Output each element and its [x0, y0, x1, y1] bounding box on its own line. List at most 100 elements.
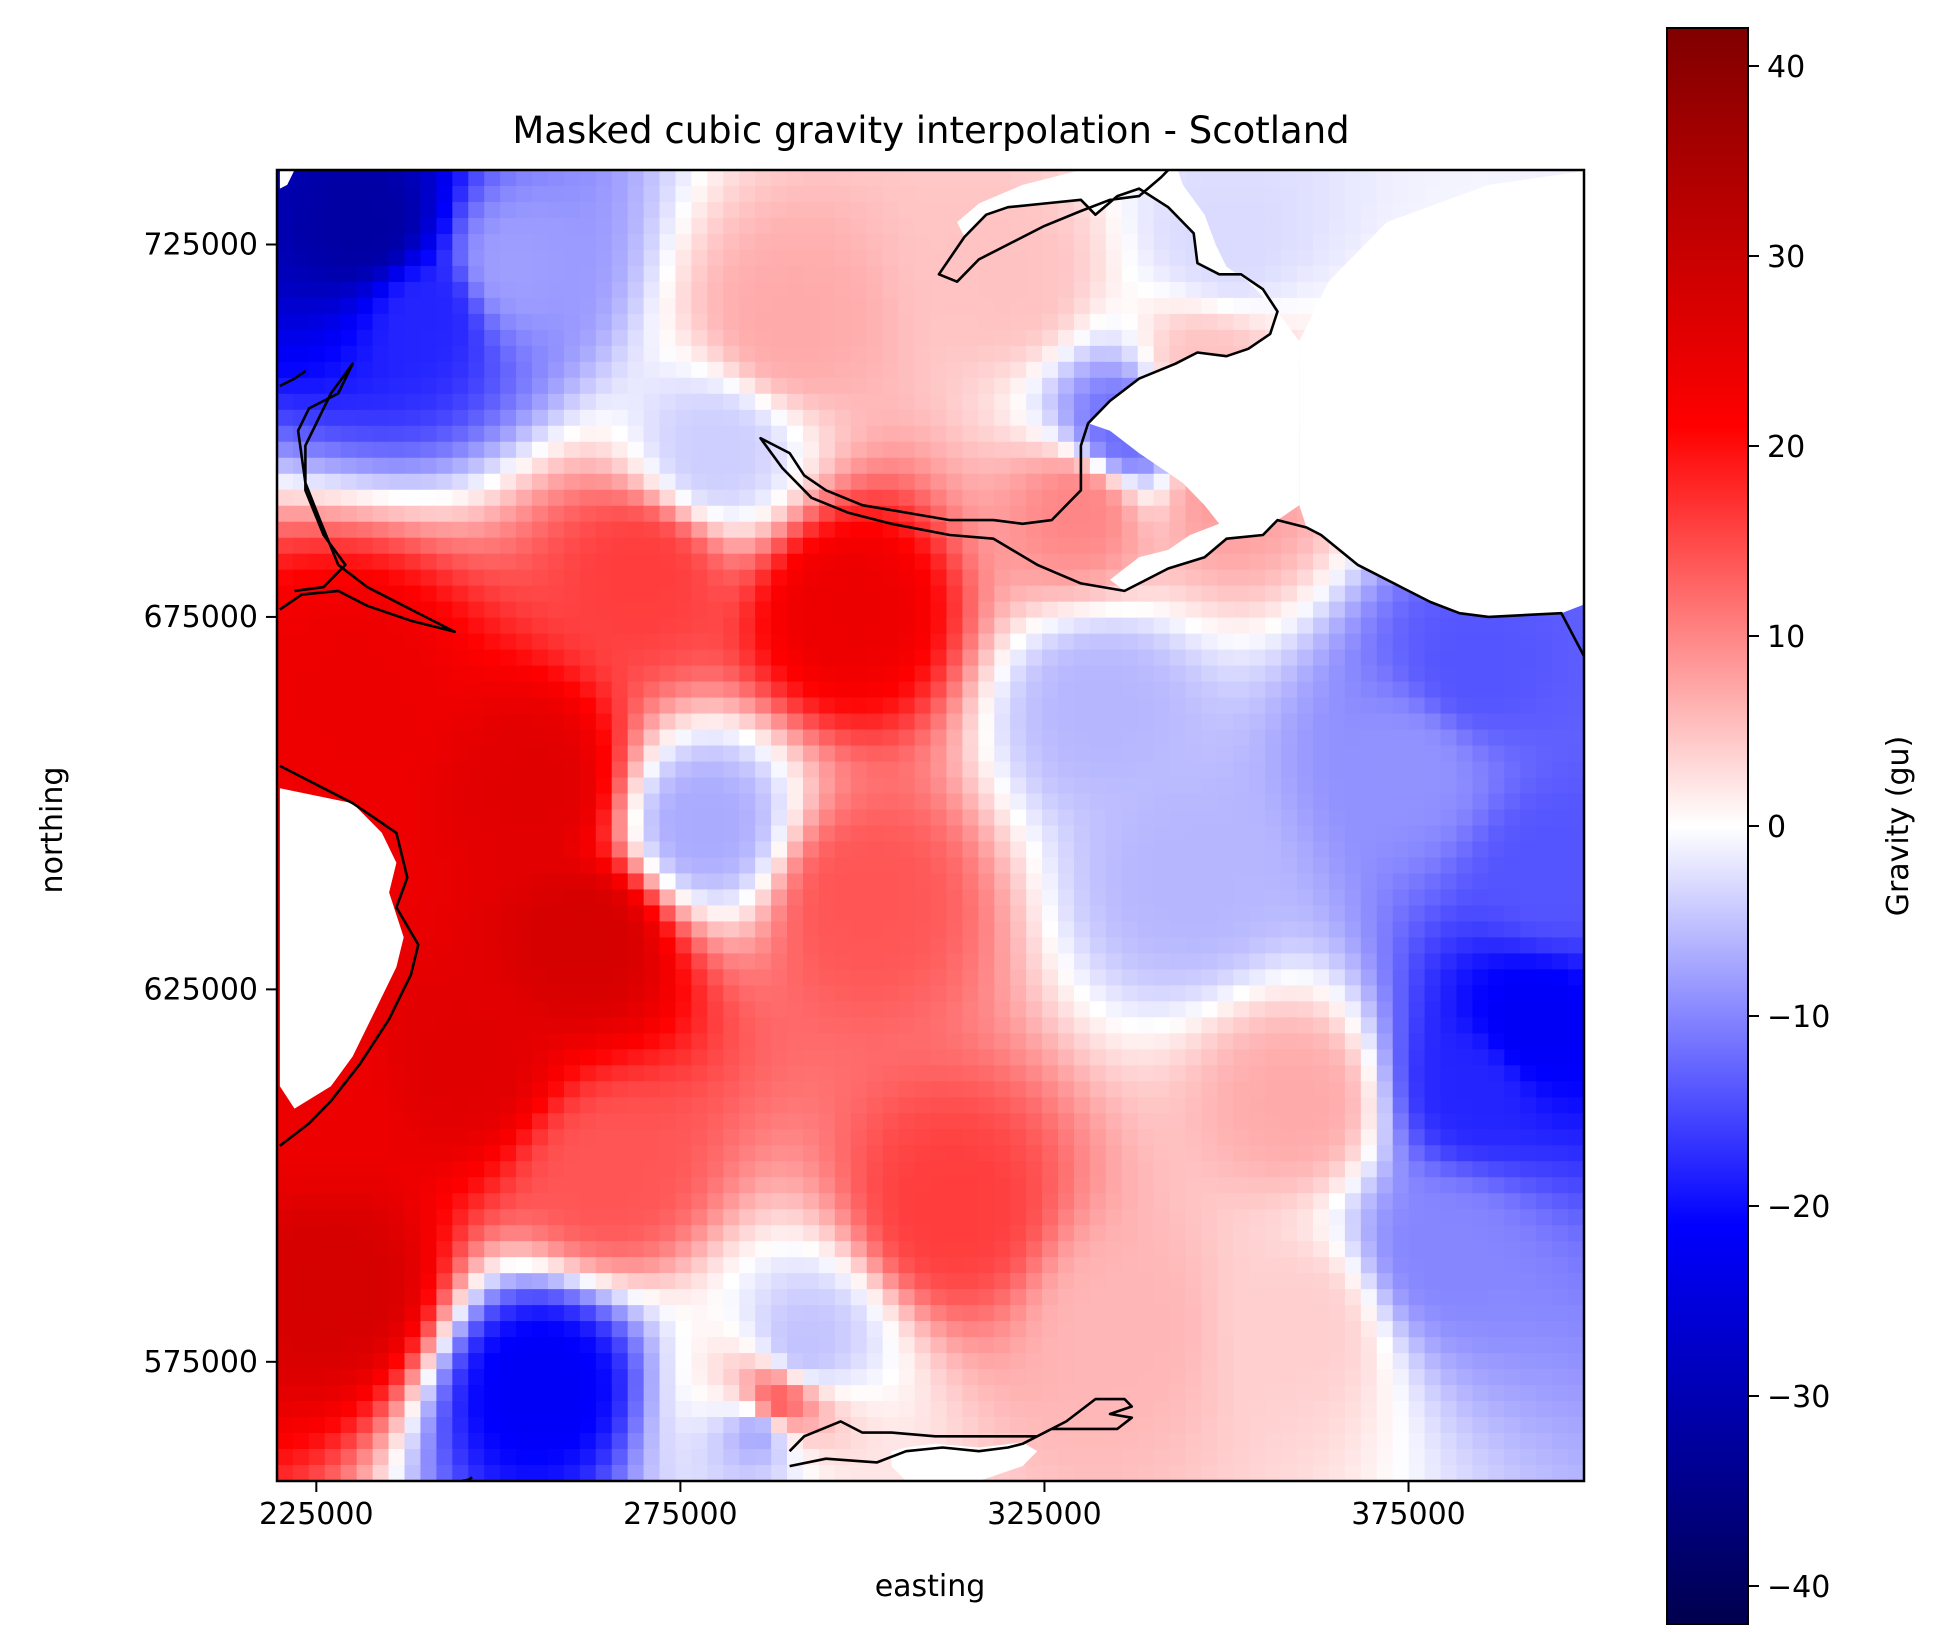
heatmap-cell: [723, 553, 740, 571]
heatmap-cell: [1249, 697, 1266, 715]
heatmap-cell: [1281, 297, 1298, 315]
heatmap-cell: [818, 473, 836, 491]
heatmap-cell: [404, 1033, 422, 1050]
heatmap-cell: [500, 969, 517, 986]
heatmap-cell: [1472, 729, 1489, 747]
heatmap-cell: [627, 761, 645, 779]
heatmap-cell: [866, 249, 884, 267]
heatmap-cell: [532, 665, 549, 683]
heatmap-cell: [1121, 825, 1139, 843]
heatmap-cell: [436, 1017, 453, 1034]
heatmap-cell: [755, 1001, 772, 1018]
heatmap-cell: [1488, 889, 1505, 907]
heatmap-cell: [771, 409, 788, 427]
heatmap-cell: [1472, 889, 1489, 907]
heatmap-cell: [1328, 649, 1346, 667]
heatmap-cell: [962, 1081, 979, 1098]
heatmap-cell: [372, 425, 390, 443]
heatmap-cell: [1488, 1065, 1505, 1082]
heatmap-cell: [962, 889, 979, 907]
heatmap-cell: [436, 313, 453, 331]
heatmap-cell: [898, 521, 916, 539]
heatmap-cell: [484, 377, 501, 395]
heatmap-cell: [1137, 649, 1155, 667]
heatmap-cell: [547, 697, 565, 715]
heatmap-cell: [1265, 969, 1282, 986]
heatmap-cell: [1265, 1033, 1282, 1050]
heatmap-cell: [1185, 713, 1203, 731]
heatmap-cell: [611, 297, 629, 315]
heatmap-cell: [595, 265, 613, 283]
heatmap-cell: [723, 633, 740, 651]
heatmap-cell: [547, 745, 565, 763]
heatmap-cell: [675, 249, 693, 267]
heatmap-cell: [1472, 681, 1489, 699]
heatmap-cell: [1552, 969, 1569, 986]
heatmap-cell: [1440, 729, 1458, 747]
heatmap-cell: [1169, 489, 1187, 507]
heatmap-cell: [340, 697, 358, 715]
heatmap-cell: [388, 537, 406, 555]
heatmap-cell: [1105, 681, 1123, 699]
heatmap-cell: [978, 329, 995, 347]
heatmap-cell: [882, 170, 900, 187]
heatmap-cell: [1042, 793, 1059, 811]
heatmap-cell: [532, 521, 549, 539]
heatmap-cell: [356, 457, 374, 475]
heatmap-cell: [818, 233, 836, 251]
heatmap-cell: [595, 521, 613, 539]
heatmap-cell: [500, 345, 517, 363]
heatmap-cell: [978, 185, 995, 203]
heatmap-cell: [1058, 1097, 1075, 1114]
heatmap-cell: [404, 713, 422, 731]
heatmap-cell: [1058, 473, 1075, 491]
heatmap-cell: [1010, 905, 1027, 923]
heatmap-cell: [1249, 985, 1266, 1002]
heatmap-cell: [1121, 729, 1139, 747]
heatmap-cell: [675, 473, 693, 491]
heatmap-cell: [1536, 649, 1553, 667]
heatmap-cell: [834, 409, 852, 427]
heatmap-cell: [1058, 649, 1075, 667]
heatmap-cell: [547, 649, 565, 667]
heatmap-cell: [1073, 329, 1091, 347]
heatmap-cell: [914, 185, 932, 203]
heatmap-cell: [516, 713, 533, 731]
heatmap-cell: [627, 265, 645, 283]
heatmap-cell: [771, 1081, 788, 1098]
heatmap-cell: [1313, 1049, 1330, 1066]
heatmap-cell: [1376, 1001, 1394, 1018]
heatmap-cell: [1201, 985, 1218, 1002]
heatmap-cell: [739, 617, 756, 635]
heatmap-cell: [1105, 553, 1123, 571]
heatmap-cell: [277, 281, 294, 299]
heatmap-cell: [994, 473, 1011, 491]
heatmap-cell: [1424, 185, 1442, 203]
heatmap-cell: [627, 601, 645, 619]
heatmap-cell: [1153, 233, 1171, 251]
heatmap-cell: [1105, 345, 1123, 363]
heatmap-cell: [595, 1113, 613, 1130]
heatmap-cell: [404, 985, 422, 1002]
heatmap-cell: [547, 873, 565, 891]
heatmap-cell: [516, 441, 533, 459]
heatmap-cell: [1105, 761, 1123, 779]
heatmap-cell: [643, 761, 661, 779]
heatmap-cell: [372, 473, 390, 491]
heatmap-cell: [579, 921, 597, 939]
heatmap-cell: [468, 777, 485, 795]
heatmap-cell: [898, 281, 916, 299]
heatmap-cell: [1472, 841, 1489, 859]
heatmap-cell: [643, 697, 661, 715]
heatmap-cell: [611, 281, 629, 299]
heatmap-cell: [452, 265, 469, 283]
heatmap-cell: [1424, 1113, 1442, 1130]
heatmap-cell: [1026, 313, 1043, 331]
heatmap-cell: [1121, 985, 1139, 1002]
heatmap-cell: [691, 905, 708, 923]
heatmap-cell: [484, 345, 501, 363]
heatmap-cell: [994, 457, 1011, 475]
heatmap-cell: [595, 281, 613, 299]
heatmap-cell: [1456, 809, 1474, 827]
heatmap-cell: [324, 217, 342, 235]
